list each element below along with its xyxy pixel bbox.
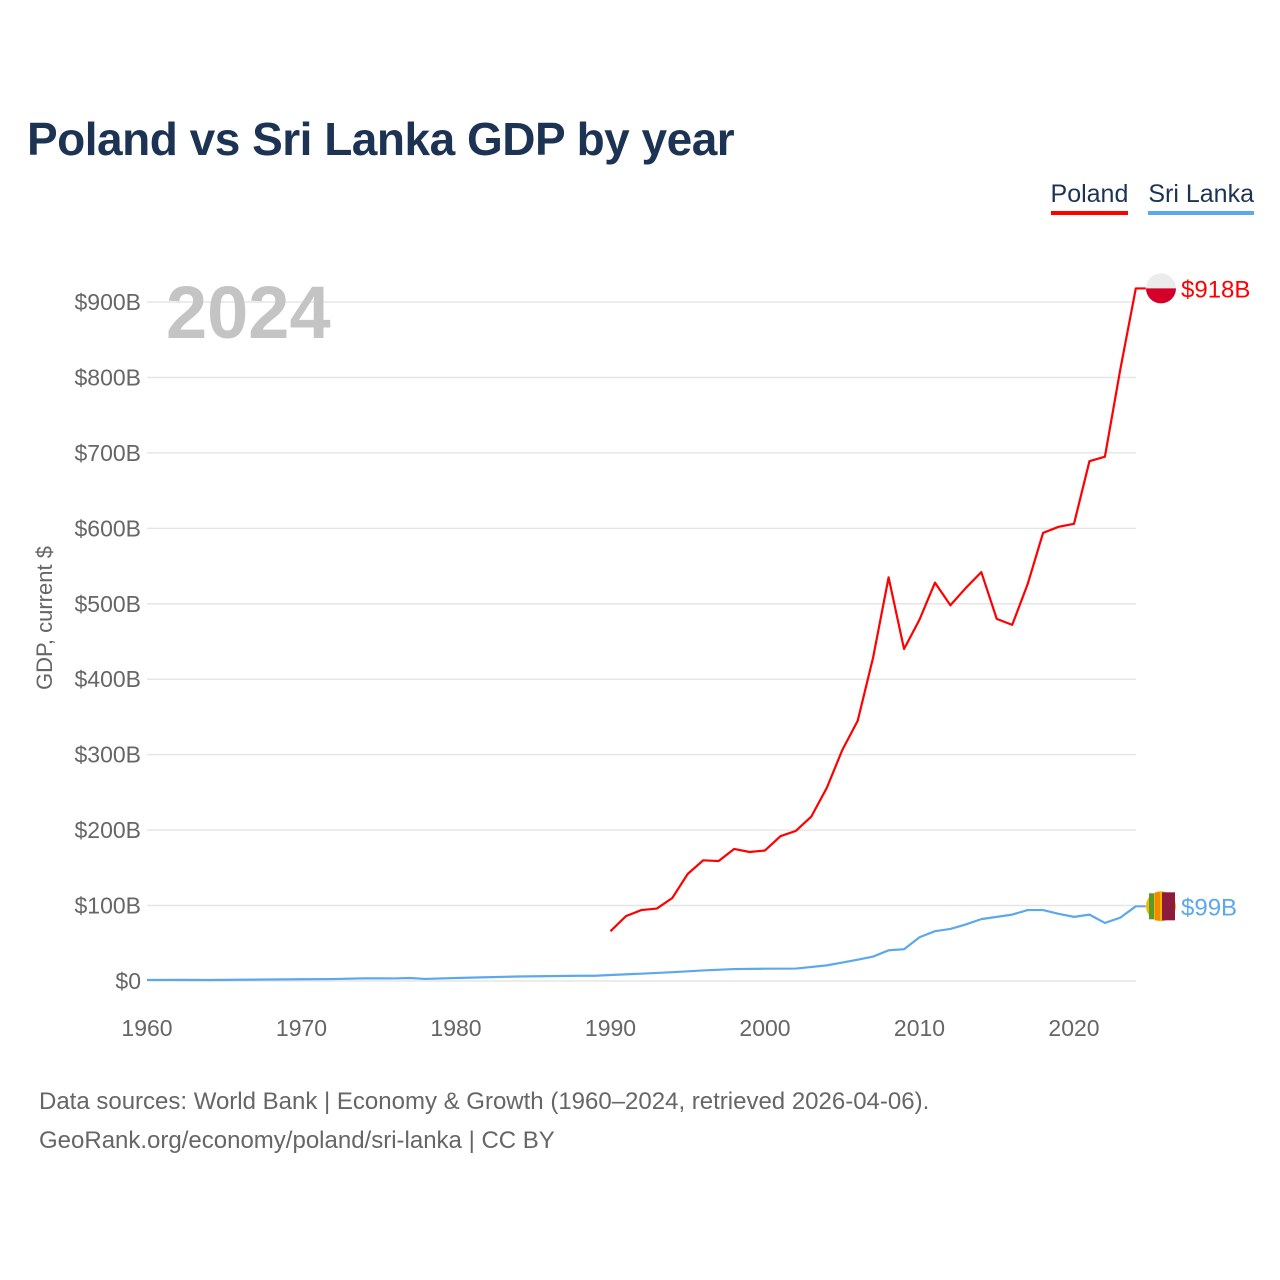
y-tick-label: $100B (74, 893, 141, 919)
x-tick-label: 2020 (1048, 1015, 1099, 1041)
series-line-poland (609, 287, 1146, 932)
year-label: 2024 (166, 271, 331, 354)
y-tick-label: $0 (115, 968, 141, 994)
chart-title: Poland vs Sri Lanka GDP by year (27, 113, 735, 165)
y-tick-label: $900B (74, 289, 141, 315)
x-tick-label: 1960 (121, 1015, 172, 1041)
x-tick-label: 1970 (276, 1015, 327, 1041)
y-tick-label: $800B (74, 364, 141, 390)
source-url-text: GeoRank.org/economy/poland/sri-lanka | C… (39, 1127, 555, 1154)
y-tick-label: $600B (74, 515, 141, 541)
y-tick-label: $200B (74, 817, 141, 843)
y-tick-label: $300B (74, 742, 141, 768)
sri-lanka-flag-orange (1155, 892, 1160, 921)
end-value-label: $99B (1181, 894, 1237, 921)
y-tick-label: $400B (74, 666, 141, 692)
sri-lanka-flag-green (1149, 893, 1154, 920)
legend: Poland Sri Lanka (1050, 180, 1254, 215)
x-tick-label: 1980 (430, 1015, 481, 1041)
footer: Data sources: World Bank | Economy & Gro… (39, 1082, 929, 1160)
y-tick-label: $500B (74, 591, 141, 617)
legend-item-poland[interactable]: Poland (1050, 180, 1129, 215)
end-value-label: $918B (1181, 276, 1250, 303)
sri-lanka-flag-maroon (1162, 892, 1175, 921)
legend-item-sri-lanka[interactable]: Sri Lanka (1148, 180, 1254, 215)
series-line-sri-lanka (146, 905, 1146, 982)
poland-flag-red-half (1146, 288, 1176, 304)
x-tick-label: 1990 (585, 1015, 636, 1041)
data-source-text: Data sources: World Bank | Economy & Gro… (39, 1088, 930, 1115)
x-tick-label: 2010 (894, 1015, 945, 1041)
y-tick-label: $700B (74, 440, 141, 466)
x-tick-label: 2000 (739, 1015, 790, 1041)
y-axis-label: GDP, current $ (32, 546, 57, 690)
